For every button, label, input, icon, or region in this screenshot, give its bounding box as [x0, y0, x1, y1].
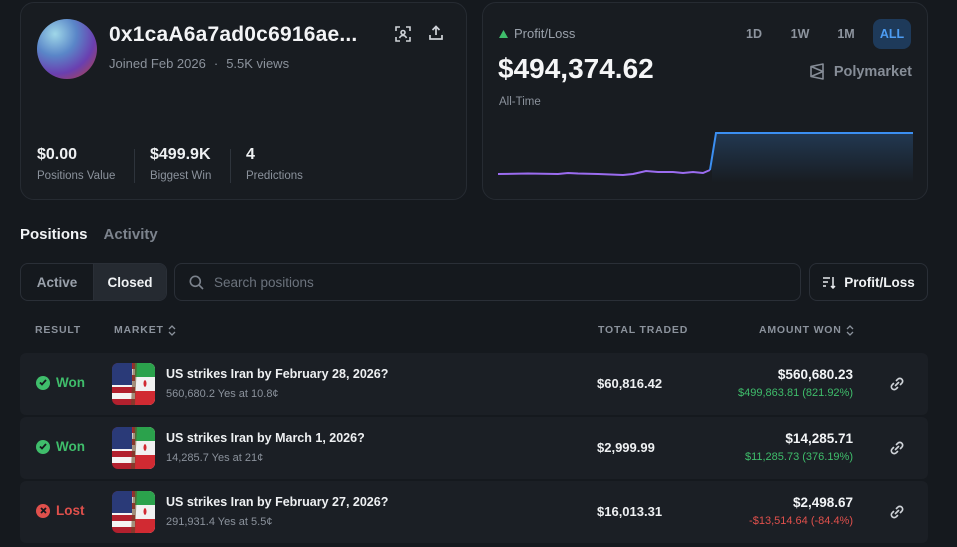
amount-value: $14,285.71: [785, 431, 853, 446]
total-traded: $16,013.31: [597, 504, 663, 519]
header-total-traded-label: TOTAL TRADED: [598, 324, 689, 336]
search-icon: [189, 275, 204, 290]
table-row[interactable]: Won US strikes Iran by February 28, 2026…: [20, 353, 928, 415]
stat-value: 4: [246, 146, 255, 163]
range-tab-1d[interactable]: 1D: [746, 27, 762, 41]
amount-won: $2,498.67 -$13,514.64 (-84.4%): [749, 495, 853, 527]
page-tabs: Positions Activity: [20, 226, 158, 243]
pnl-card: Profit/Loss $494,374.62 All-Time 1D 1W 1…: [482, 2, 928, 200]
market-title[interactable]: US strikes Iran by February 27, 2026?: [166, 495, 389, 509]
market-position: 14,285.7 Yes at 21¢: [166, 452, 264, 464]
stat-divider: [134, 149, 135, 183]
check-circle-icon: [36, 375, 50, 390]
search-input[interactable]: [214, 274, 774, 290]
sort-button[interactable]: Profit/Loss: [809, 263, 928, 301]
result-label: Lost: [56, 503, 85, 518]
range-tab-1m[interactable]: 1M: [837, 27, 855, 41]
header-market[interactable]: MARKET: [114, 324, 176, 336]
amount-value: $2,498.67: [792, 495, 853, 510]
polymarket-logo-icon: [810, 63, 824, 80]
joined-date: Joined Feb 2026: [109, 56, 206, 71]
triangle-up-icon: [499, 29, 508, 38]
sort-icon: [823, 276, 836, 289]
stat-predictions: 4 Predictions: [246, 146, 303, 182]
header-market-label: MARKET: [114, 324, 164, 336]
stat-positions-value: $0.00 Positions Value: [37, 146, 115, 182]
stat-label: Biggest Win: [150, 170, 212, 182]
pnl-label: Profit/Loss: [499, 26, 575, 41]
header-amount-won-label: AMOUNT WON: [759, 324, 842, 336]
table-row[interactable]: Won US strikes Iran by March 1, 2026? 14…: [20, 417, 928, 479]
stat-label: Positions Value: [37, 170, 116, 182]
market-position: 560,680.2 Yes at 10.8¢: [166, 388, 279, 400]
gain-value: $11,285.73 (376.19%): [744, 451, 853, 463]
table-row[interactable]: Lost US strikes Iran by February 27, 202…: [20, 481, 928, 543]
pnl-area: [712, 133, 913, 183]
range-tab-1w[interactable]: 1W: [790, 27, 810, 41]
total-traded: $2,999.99: [597, 440, 655, 455]
pnl-line-before: [498, 169, 711, 177]
amount-won: $560,680.23 $499,863.81 (821.92%): [738, 367, 853, 399]
result-label: Won: [56, 375, 85, 390]
link-icon[interactable]: [888, 439, 906, 457]
qr-scan-icon[interactable]: [392, 23, 414, 45]
tab-positions[interactable]: Positions: [20, 226, 88, 243]
search-box: [174, 263, 801, 301]
result-won: Won: [36, 375, 85, 390]
amount-value: $560,680.23: [777, 367, 853, 382]
stat-value: $499.9K: [150, 146, 211, 163]
pnl-line-after: [709, 132, 913, 171]
header-total-traded: TOTAL TRADED: [598, 324, 688, 336]
pnl-value: $494,374.62: [498, 53, 654, 84]
check-circle-icon: [36, 439, 50, 454]
tab-activity[interactable]: Activity: [103, 226, 158, 243]
result-label: Won: [56, 439, 85, 454]
link-icon[interactable]: [888, 503, 906, 521]
filter-closed[interactable]: Closed: [93, 264, 166, 300]
filter-active[interactable]: Active: [36, 274, 78, 290]
polymarket-brand: Polymarket: [809, 63, 912, 80]
wallet-address: 0x1caA6a7ad0c6916ae...: [109, 23, 358, 46]
x-circle-icon: [36, 503, 50, 518]
pnl-period: All-Time: [499, 96, 541, 108]
stat-value: $0.00: [37, 146, 78, 163]
header-result-label: RESULT: [35, 324, 82, 336]
total-traded: $60,816.42: [597, 376, 663, 391]
sort-toggle-icon: [846, 324, 854, 336]
range-tab-all[interactable]: ALL: [873, 19, 911, 49]
pnl-chart: [498, 132, 913, 183]
market-title[interactable]: US strikes Iran by March 1, 2026?: [166, 431, 365, 445]
result-won: Won: [36, 439, 85, 454]
avatar: [37, 19, 97, 79]
result-lost: Lost: [36, 503, 85, 518]
profile-meta: Joined Feb 2026 · 5.5K views: [109, 56, 289, 71]
stat-label: Predictions: [246, 170, 303, 182]
meta-separator: ·: [213, 56, 219, 71]
view-count: 5.5K views: [226, 56, 290, 71]
gain-value: $499,863.81 (821.92%): [738, 387, 853, 399]
market-title[interactable]: US strikes Iran by February 28, 2026?: [166, 367, 389, 381]
market-thumbnail: [112, 491, 155, 533]
share-icon[interactable]: [425, 22, 447, 44]
polymarket-name: Polymarket: [833, 63, 912, 80]
market-thumbnail: [112, 363, 155, 405]
market-position: 291,931.4 Yes at 5.5¢: [166, 516, 273, 528]
stat-biggest-win: $499.9K Biggest Win: [150, 146, 211, 182]
link-icon[interactable]: [888, 375, 906, 393]
range-tabs: 1D 1W 1M ALL: [735, 19, 911, 49]
sort-toggle-icon: [168, 324, 176, 336]
header-amount-won[interactable]: AMOUNT WON: [759, 324, 854, 336]
stat-divider: [230, 149, 231, 183]
market-thumbnail: [112, 427, 155, 469]
pnl-label-text: Profit/Loss: [514, 26, 576, 41]
sort-label: Profit/Loss: [844, 274, 915, 290]
gain-value: -$13,514.64 (-84.4%): [749, 515, 853, 527]
profile-card: 0x1caA6a7ad0c6916ae... Joined Feb 2026 · 5…: [20, 2, 467, 200]
amount-won: $14,285.71 $11,285.73 (376.19%): [745, 431, 853, 463]
header-result: RESULT: [35, 324, 81, 336]
status-filter: Active Closed: [20, 263, 167, 301]
